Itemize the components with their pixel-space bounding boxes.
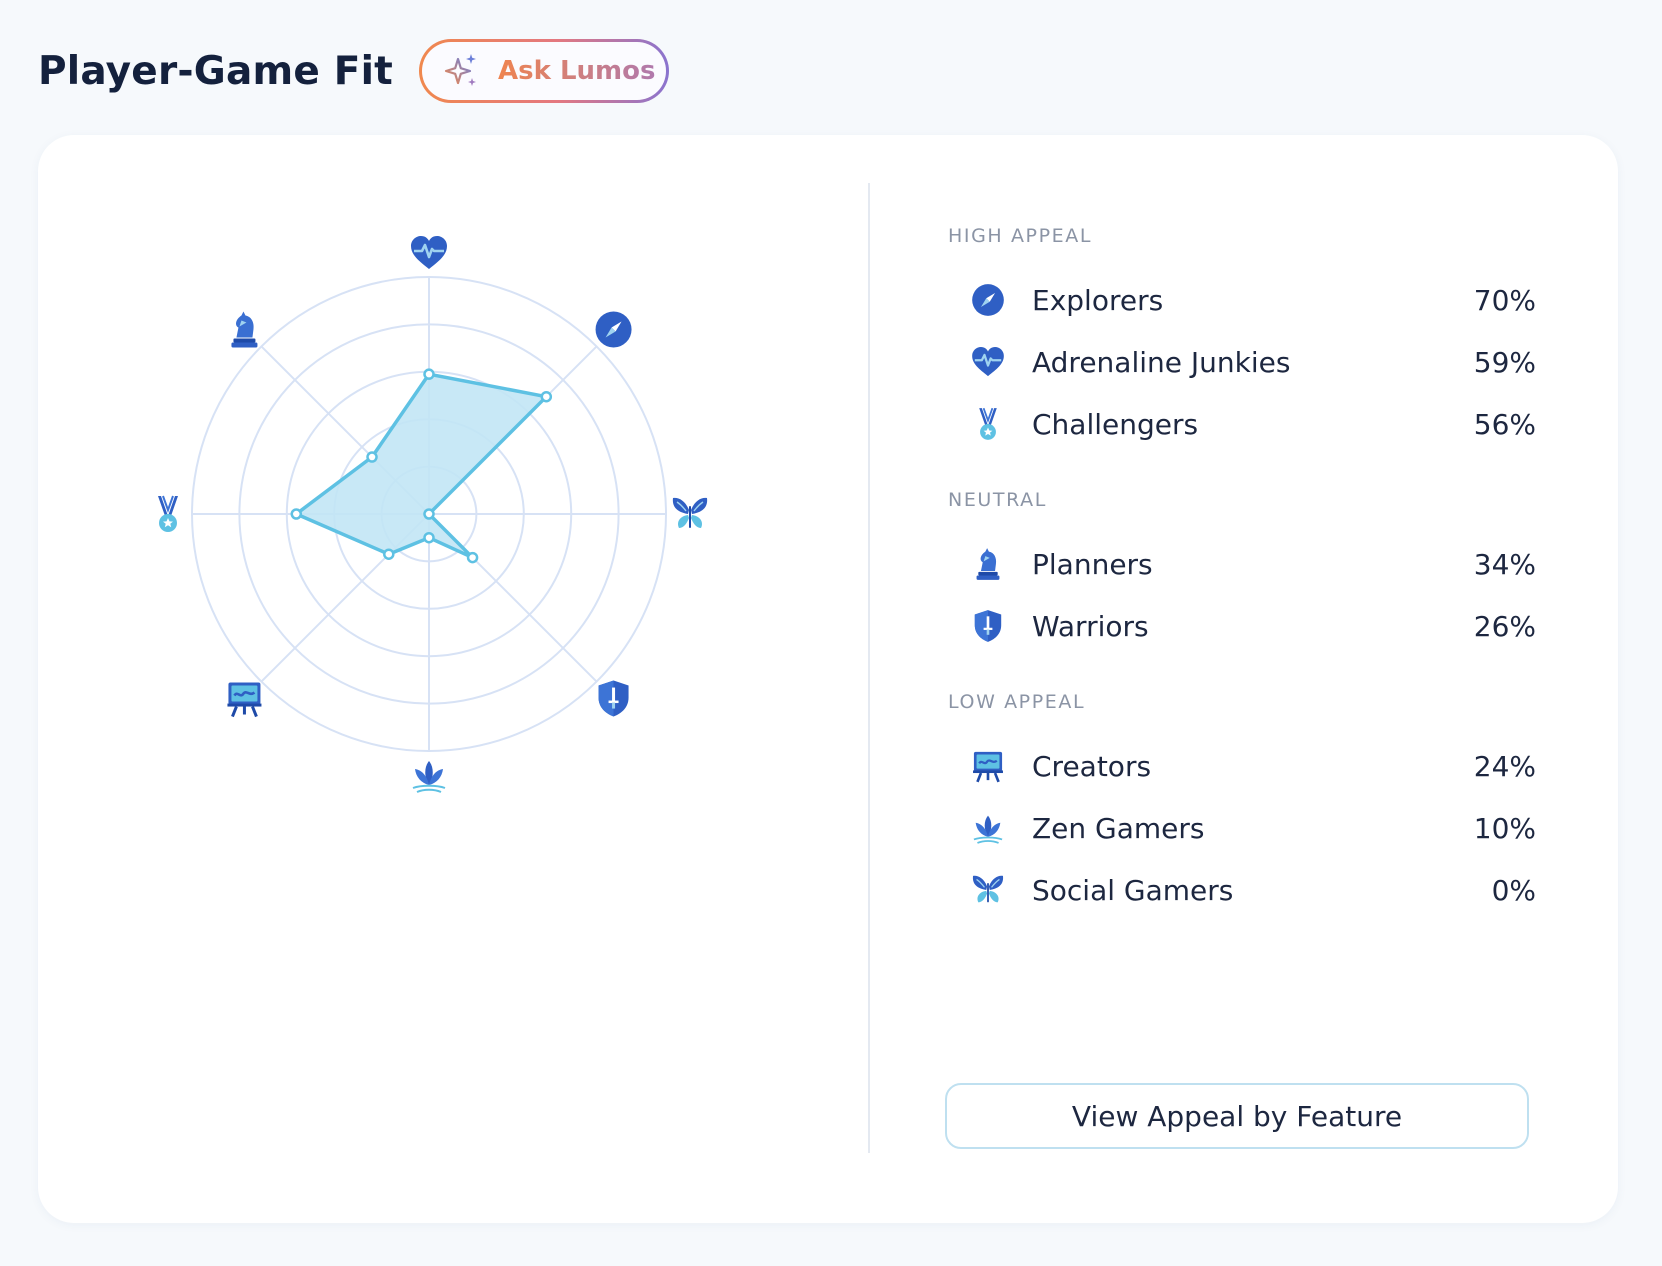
view-appeal-by-feature-button[interactable]: View Appeal by Feature	[945, 1083, 1529, 1149]
heart-pulse-icon	[409, 234, 449, 271]
heart-pulse-icon	[971, 345, 1005, 378]
radar-area	[294, 372, 549, 560]
legend-row: Warriors 26%	[948, 595, 1558, 657]
legend-label: Zen Gamers	[1032, 811, 1205, 845]
radar-point-explorers	[540, 390, 553, 403]
shield-sword-icon	[974, 610, 1002, 642]
legend-group-title: HIGH APPEAL	[948, 225, 1093, 247]
chess-knight-icon	[976, 548, 1000, 580]
legend-value: 0%	[1491, 873, 1536, 907]
easel-icon	[225, 681, 263, 719]
appeal-legend: HIGH APPEAL Explorers 70% Adrenaline Junkie…	[948, 225, 1558, 955]
legend-group-neutral: NEUTRAL Planners 34% Warriors 26%	[948, 489, 1558, 657]
legend-label: Challengers	[1032, 407, 1199, 441]
sparkle-icon	[444, 54, 477, 86]
legend-value: 70%	[1473, 283, 1536, 317]
legend-value: 24%	[1473, 749, 1536, 783]
legend-value: 59%	[1473, 345, 1536, 379]
legend-group-title: NEUTRAL	[948, 489, 1047, 511]
card-divider	[868, 183, 870, 1153]
legend-group-title: LOW APPEAL	[948, 691, 1086, 713]
chess-knight-icon	[231, 311, 258, 348]
legend-row: Zen Gamers 10%	[948, 797, 1558, 859]
ask-lumos-button[interactable]: Ask Lumos	[419, 39, 670, 103]
medal-icon	[157, 495, 179, 533]
legend-label: Planners	[1032, 547, 1153, 581]
legend-row: Social Gamers 0%	[948, 859, 1558, 921]
legend-label: Creators	[1032, 749, 1152, 783]
shield-sword-icon	[598, 680, 629, 717]
ask-lumos-button-inner[interactable]: Ask Lumos	[422, 42, 667, 100]
header: Player-Game Fit Ask Lumos	[38, 38, 670, 104]
lotus-icon	[973, 814, 1003, 844]
butterfly-icon	[672, 497, 708, 529]
legend-label: Adrenaline Junkies	[1032, 345, 1291, 379]
ask-lumos-label: Ask Lumos	[498, 56, 656, 86]
player-fit-card: HIGH APPEAL Explorers 70% Adrenaline Junkie…	[38, 135, 1618, 1223]
legend-label: Warriors	[1032, 609, 1149, 643]
medal-icon	[978, 407, 998, 441]
easel-icon	[971, 750, 1005, 784]
radar-point-challengers	[290, 508, 303, 520]
radar-point-warriors	[466, 551, 479, 564]
legend-value: 34%	[1473, 547, 1536, 581]
radar-chart	[157, 234, 708, 793]
radar-point-planners	[366, 451, 378, 463]
legend-row: Adrenaline Junkies 59%	[948, 331, 1558, 393]
legend-group-low-appeal: LOW APPEAL Creators 24% Zen Gamers 10% Social…	[948, 691, 1558, 921]
compass-icon	[595, 311, 632, 348]
legend-label: Social Gamers	[1032, 873, 1234, 907]
radar-point-adrenaline-junkies	[423, 368, 435, 380]
lotus-icon	[412, 760, 446, 793]
radar-point-social-gamers	[423, 508, 435, 520]
legend-row: Creators 24%	[948, 735, 1558, 797]
legend-label: Explorers	[1032, 283, 1164, 317]
legend-row: Explorers 70%	[948, 269, 1558, 331]
butterfly-icon	[972, 875, 1004, 903]
radar-point-creators	[383, 548, 395, 560]
legend-row: Planners 34%	[948, 533, 1558, 595]
legend-group-high-appeal: HIGH APPEAL Explorers 70% Adrenaline Junkie…	[948, 225, 1558, 455]
page-title: Player-Game Fit	[38, 48, 394, 94]
legend-row: Challengers 56%	[948, 393, 1558, 455]
legend-value: 10%	[1473, 811, 1536, 845]
compass-icon	[972, 284, 1004, 316]
radar-point-zen-gamers	[423, 531, 435, 544]
legend-value: 56%	[1473, 407, 1536, 441]
legend-value: 26%	[1473, 609, 1536, 643]
